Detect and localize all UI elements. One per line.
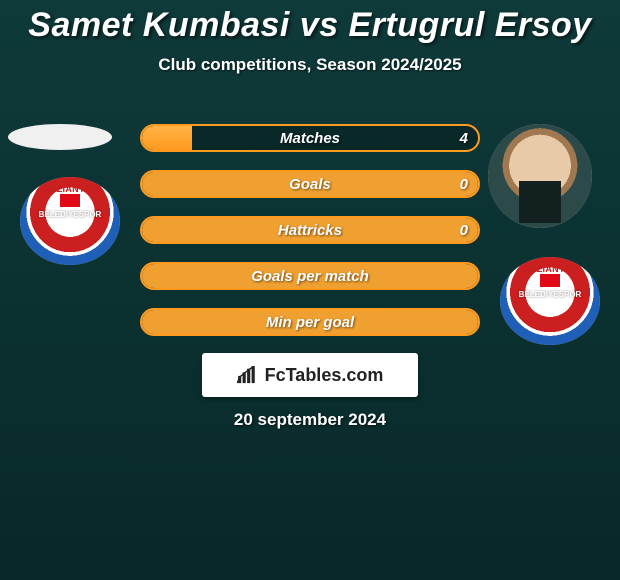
club-badge-mid: BELEDIYESPOR [500,290,600,299]
stat-bar-label: Matches [142,126,478,150]
snapshot-date: 20 september 2024 [0,410,620,430]
page-subtitle: Club competitions, Season 2024/2025 [0,55,620,75]
stat-bar: Goals0 [140,170,480,198]
comparison-bars: Matches4Goals0Hattricks0Goals per matchM… [140,124,480,354]
stat-bar-label: Hattricks [142,218,478,242]
club-badge-top: GAZIANTEP [523,264,578,274]
page-title: Samet Kumbasi vs Ertugrul Ersoy [0,0,620,45]
stat-bar-value: 0 [460,172,468,196]
club-badge-mid: BELEDIYESPOR [20,210,120,219]
stat-bar-label: Goals per match [142,264,478,288]
stat-bar: Goals per match [140,262,480,290]
player2-club-badge: GAZIANTEP BELEDIYESPOR [500,257,600,345]
bars-chart-icon [237,366,259,384]
club-badge-top: GAZIANTEP [43,184,98,194]
stat-bar: Hattricks0 [140,216,480,244]
brand-text: FcTables.com [265,365,384,386]
brand-badge: FcTables.com [202,353,418,397]
stat-bar-value: 4 [460,126,468,150]
stat-bar-value: 0 [460,218,468,242]
player2-avatar [488,124,592,228]
player1-avatar-placeholder [8,124,112,150]
stat-bar-label: Goals [142,172,478,196]
stat-bar-label: Min per goal [142,310,478,334]
turkish-flag-icon [60,194,80,207]
player1-club-badge: GAZIANTEP BELEDIYESPOR [20,177,120,265]
stat-bar: Matches4 [140,124,480,152]
turkish-flag-icon [540,274,560,287]
stat-bar: Min per goal [140,308,480,336]
